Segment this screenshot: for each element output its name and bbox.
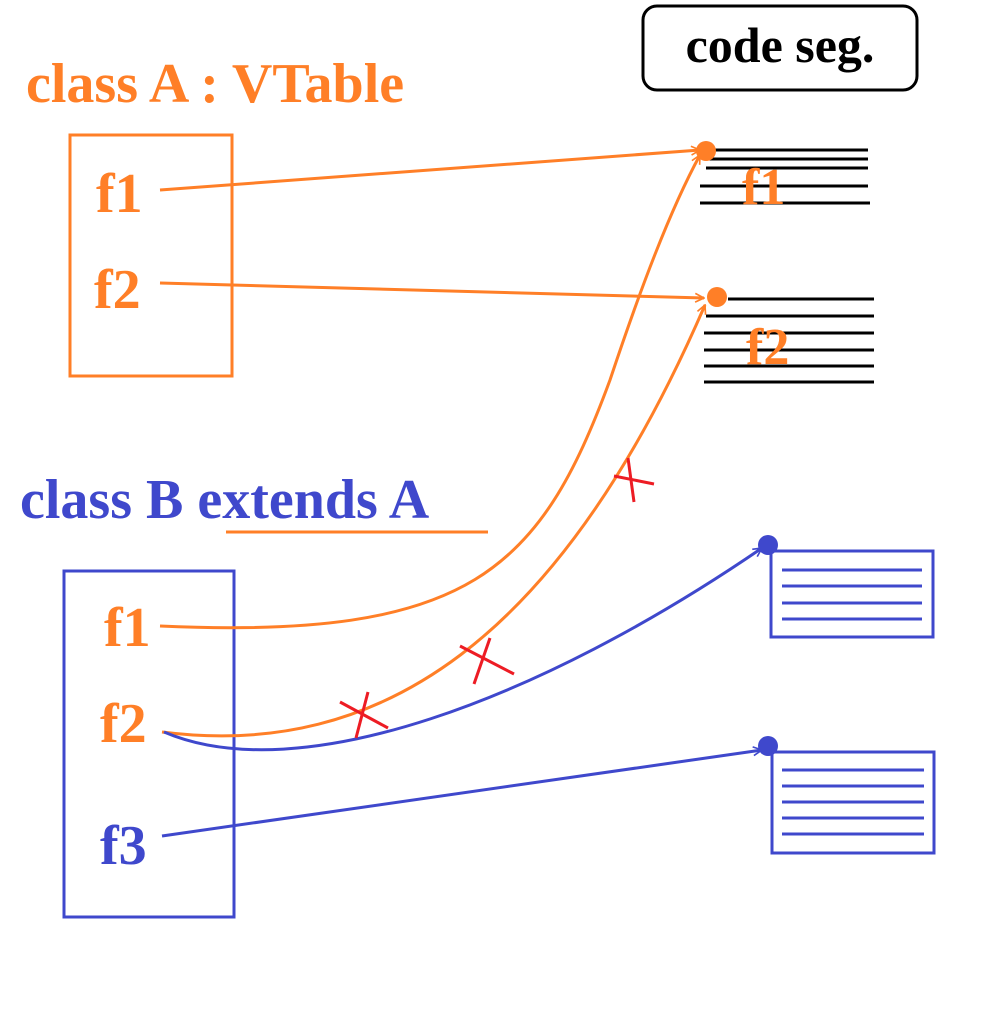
code-block-f1-label: f1 <box>742 159 785 216</box>
code-block-f1 <box>700 148 870 205</box>
code-block-f2 <box>704 297 874 384</box>
arrow-a-f2-to-code-f2 <box>159 281 704 298</box>
class-b-title: class B extends A <box>20 469 430 531</box>
class-b-title-prefix: class B <box>20 469 197 531</box>
class-b-entry-f3: f3 <box>100 815 147 877</box>
class-a-entry-f1: f1 <box>96 163 143 225</box>
arrow-b-f2-to-override <box>163 546 762 752</box>
dot-code-f2 <box>707 287 727 307</box>
dot-code-b-f3 <box>758 736 778 756</box>
cross-mark-2 <box>459 637 515 685</box>
cross-mark-3 <box>613 457 655 503</box>
code-segment-text: code seg. <box>686 17 875 73</box>
dot-code-b-f2 <box>758 535 778 555</box>
arrow-b-f1-to-code-f1 <box>159 155 702 630</box>
code-block-f2-label: f2 <box>746 319 789 376</box>
code-segment-label: code seg. <box>641 4 919 92</box>
arrow-a-f1-to-code-f1 <box>159 150 700 192</box>
code-block-b-f3 <box>770 750 936 855</box>
class-b-title-extends: extends A <box>197 469 429 531</box>
arrow-b-f3-to-code <box>161 750 762 838</box>
code-block-b-f2 <box>769 549 935 639</box>
class-a-title: class A : VTable <box>26 53 404 115</box>
class-a-entry-f2: f2 <box>94 259 141 321</box>
class-a-vtable-box <box>68 133 234 378</box>
arrow-b-f2-to-code-f2-crossed <box>161 305 707 738</box>
cross-mark-1 <box>339 691 389 739</box>
cross-out-marks <box>339 457 655 739</box>
dot-code-f1 <box>696 141 716 161</box>
class-b-entry-f1: f1 <box>104 597 151 659</box>
class-b-entry-f2: f2 <box>100 693 147 755</box>
class-b-vtable-box <box>62 569 236 919</box>
